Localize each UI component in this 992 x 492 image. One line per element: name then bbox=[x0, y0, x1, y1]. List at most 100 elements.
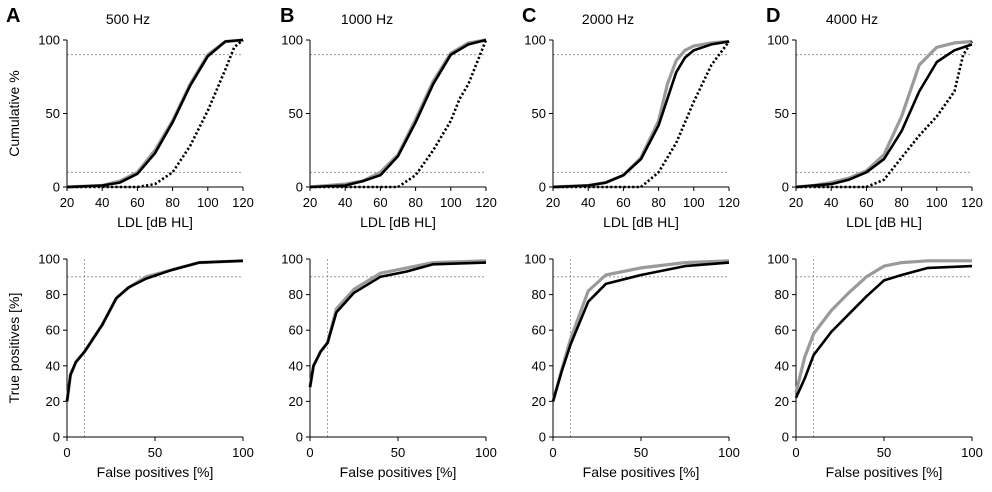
series-gray-line bbox=[551, 259, 730, 402]
y-tick-label: 80 bbox=[289, 287, 303, 302]
panel-c-roc-plot: 0 20 40 60 80 100 0 50 100 False positives [%] bbox=[524, 252, 740, 481]
y-tick-label: 100 bbox=[524, 33, 546, 48]
x-tick-label: 60 bbox=[373, 195, 387, 210]
x-tick-label: 0 bbox=[63, 445, 70, 460]
x-axis-title: LDL [dB HL] bbox=[117, 214, 193, 230]
x-axis-title: False positives [%] bbox=[826, 464, 943, 480]
y-tick-label: 50 bbox=[46, 106, 60, 121]
frequency-title: 4000 Hz bbox=[826, 11, 878, 27]
panel-a-roc-plot: 0 20 40 60 80 100 0 50 100 False positives [%] Tru… bbox=[6, 252, 254, 481]
x-axis-title: LDL [dB HL] bbox=[846, 214, 922, 230]
x-tick-label: 0 bbox=[549, 445, 556, 460]
y-tick-label: 0 bbox=[296, 430, 303, 445]
x-tick-label: 100 bbox=[475, 445, 497, 460]
series-black-line bbox=[795, 43, 973, 189]
frequency-title: 500 Hz bbox=[106, 11, 150, 27]
y-tick-label: 0 bbox=[539, 180, 546, 195]
x-tick-label: 80 bbox=[651, 195, 665, 210]
y-tick-label: 20 bbox=[46, 394, 60, 409]
x-tick-label: 40 bbox=[824, 195, 838, 210]
y-tick-label: 80 bbox=[46, 287, 60, 302]
series-gray-line bbox=[552, 39, 730, 189]
y-axis-title: True positives [%] bbox=[6, 293, 22, 404]
series-black-line bbox=[551, 261, 730, 402]
y-tick-label: 20 bbox=[532, 394, 546, 409]
y-tick-label: 20 bbox=[775, 394, 789, 409]
y-tick-label: 20 bbox=[289, 394, 303, 409]
x-tick-label: 120 bbox=[475, 195, 497, 210]
x-tick-label: 20 bbox=[546, 195, 560, 210]
y-tick-label: 60 bbox=[775, 323, 789, 338]
y-tick-label: 40 bbox=[532, 358, 546, 373]
series-black-line bbox=[794, 264, 973, 399]
y-tick-label: 80 bbox=[775, 287, 789, 302]
x-tick-label: 100 bbox=[197, 195, 219, 210]
y-tick-label: 0 bbox=[539, 430, 546, 445]
x-tick-label: 50 bbox=[877, 445, 891, 460]
panel-d-roc-plot: 0 20 40 60 80 100 0 50 100 False positives [%] bbox=[767, 252, 983, 481]
panel-letter: C bbox=[522, 5, 536, 27]
x-tick-label: 100 bbox=[926, 195, 948, 210]
frequency-title: 2000 Hz bbox=[582, 11, 634, 27]
y-tick-label: 60 bbox=[532, 323, 546, 338]
frequency-title: 1000 Hz bbox=[341, 11, 393, 27]
y-tick-label: 100 bbox=[767, 252, 789, 267]
y-tick-label: 60 bbox=[289, 323, 303, 338]
y-tick-label: 40 bbox=[46, 358, 60, 373]
series-gray-line bbox=[309, 38, 487, 189]
x-tick-label: 120 bbox=[718, 195, 740, 210]
x-tick-label: 120 bbox=[961, 195, 983, 210]
series-dotted-line bbox=[553, 40, 731, 189]
panel-a-cumulative-plot: 0 50 100 20 40 60 80 100 120 LDL [dB HL] Cumulativ… bbox=[6, 33, 254, 231]
x-tick-label: 120 bbox=[232, 195, 254, 210]
y-tick-label: 0 bbox=[296, 180, 303, 195]
y-tick-label: 0 bbox=[53, 180, 60, 195]
y-axis-title: Cumulative % bbox=[6, 70, 22, 156]
series-black-line bbox=[65, 259, 244, 402]
x-tick-label: 0 bbox=[306, 445, 313, 460]
x-tick-label: 40 bbox=[95, 195, 109, 210]
series-gray-line bbox=[66, 38, 244, 189]
x-tick-label: 100 bbox=[718, 445, 740, 460]
series-dotted-line bbox=[310, 39, 488, 189]
panel-letter: B bbox=[280, 5, 294, 27]
x-tick-label: 20 bbox=[303, 195, 317, 210]
x-tick-label: 100 bbox=[440, 195, 462, 210]
y-tick-label: 100 bbox=[281, 252, 303, 267]
y-tick-label: 50 bbox=[532, 106, 546, 121]
y-tick-label: 40 bbox=[289, 358, 303, 373]
y-tick-label: 50 bbox=[775, 106, 789, 121]
y-tick-label: 40 bbox=[775, 358, 789, 373]
panel-c-cumulative-plot: 0 50 100 20 40 60 80 100 120 LDL [dB HL] bbox=[524, 33, 740, 231]
y-tick-label: 0 bbox=[782, 430, 789, 445]
x-tick-label: 100 bbox=[961, 445, 983, 460]
series-dotted-line bbox=[796, 40, 974, 189]
series-black-line bbox=[309, 38, 487, 189]
panel-letter: D bbox=[766, 5, 780, 27]
panel-letter: A bbox=[6, 5, 20, 27]
series-gray-line bbox=[794, 259, 972, 393]
x-axis-title: False positives [%] bbox=[583, 464, 700, 480]
x-tick-label: 80 bbox=[165, 195, 179, 210]
x-tick-label: 50 bbox=[148, 445, 162, 460]
panel-b-cumulative-plot: 0 50 100 20 40 60 80 100 120 LDL [dB HL] bbox=[281, 33, 497, 231]
x-tick-label: 50 bbox=[391, 445, 405, 460]
panel-d-cumulative-plot: 0 50 100 20 40 60 80 100 120 LDL [dB HL] bbox=[767, 33, 983, 231]
y-tick-label: 0 bbox=[53, 430, 60, 445]
x-tick-label: 20 bbox=[789, 195, 803, 210]
y-tick-label: 100 bbox=[38, 33, 60, 48]
series-gray-line bbox=[795, 39, 973, 189]
x-tick-label: 60 bbox=[130, 195, 144, 210]
y-tick-label: 100 bbox=[281, 33, 303, 48]
series-black-line bbox=[66, 38, 244, 189]
x-axis-title: False positives [%] bbox=[340, 464, 457, 480]
series-black-line bbox=[308, 261, 487, 388]
series-gray-line bbox=[308, 259, 487, 388]
x-tick-label: 40 bbox=[581, 195, 595, 210]
panel-b-roc-plot: 0 20 40 60 80 100 0 50 100 False positives [%] bbox=[281, 252, 497, 481]
x-tick-label: 100 bbox=[683, 195, 705, 210]
x-tick-label: 60 bbox=[859, 195, 873, 210]
y-tick-label: 50 bbox=[289, 106, 303, 121]
x-tick-label: 80 bbox=[408, 195, 422, 210]
y-tick-label: 100 bbox=[38, 252, 60, 267]
